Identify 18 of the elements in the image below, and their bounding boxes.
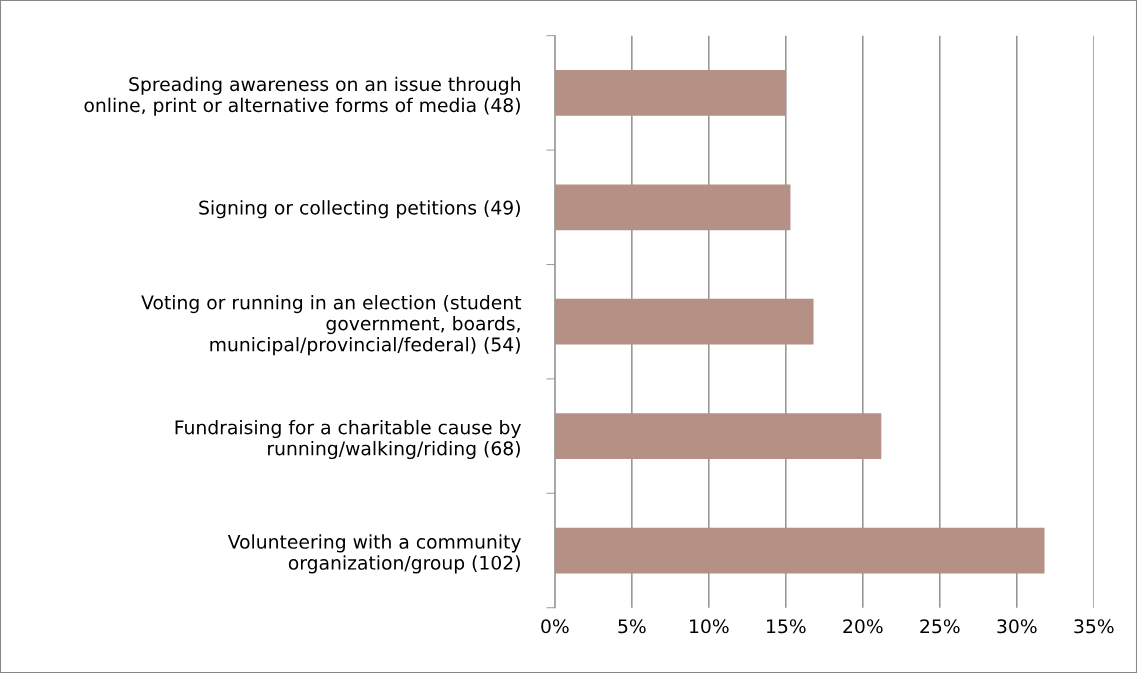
y-tick-label: Spreading awareness on an issue through online, print or alternative forms of media (48) (84, 76, 520, 116)
y-tick-label: Signing or collecting petitions (49) (199, 200, 520, 219)
bar (554, 184, 791, 231)
bar (554, 413, 882, 459)
x-tick-label: 10% (690, 619, 729, 634)
x-tick-label: 0% (541, 619, 569, 634)
y-tick-label: Fundraising for a charitable cause by running/walking/riding (68) (175, 419, 521, 460)
x-tick-label: 20% (843, 619, 883, 634)
x-tick-label: 30% (997, 619, 1037, 634)
x-tick-label: 5% (618, 619, 646, 634)
x-tick-label: 15% (767, 619, 806, 634)
y-tick-label: Volunteering with a community organization/group (102) (227, 534, 521, 574)
bar (554, 527, 1045, 574)
bar (554, 69, 786, 116)
x-tick-label: 35% (1074, 619, 1114, 634)
bar (554, 298, 814, 345)
y-tick-label: Voting or running in an election (student government, boards, municipal/provincial/federal) (54) (141, 295, 522, 356)
x-tick-label: 25% (920, 619, 960, 634)
